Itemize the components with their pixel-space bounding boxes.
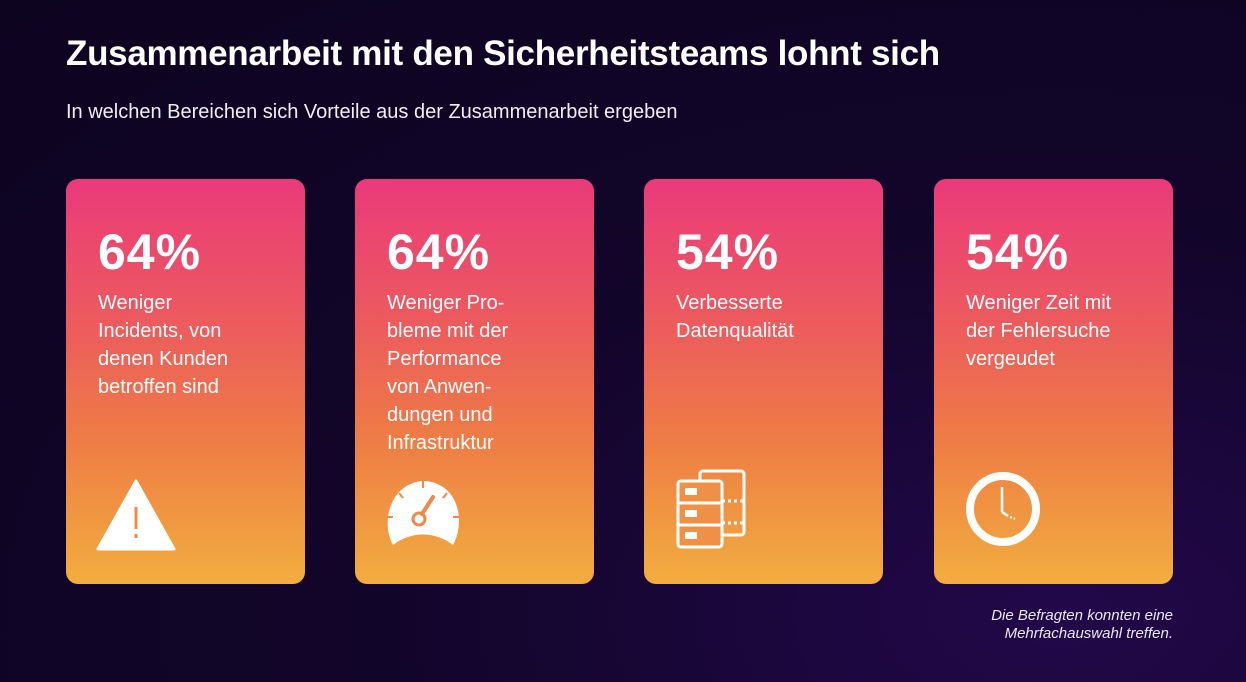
clock-icon bbox=[966, 472, 1040, 546]
speedometer-icon bbox=[387, 481, 459, 545]
desc-line: dungen und bbox=[387, 404, 493, 426]
page-subtitle: In welchen Bereichen sich Vorteile aus d… bbox=[66, 101, 678, 123]
desc-line: Weniger Pro- bbox=[387, 292, 505, 314]
desc-line: bleme mit der bbox=[387, 320, 509, 342]
desc-line: Infrastruktur bbox=[387, 432, 494, 454]
page-title: Zusammenarbeit mit den Sicherheitsteams … bbox=[66, 34, 940, 73]
desc-line: vergeudet bbox=[966, 348, 1055, 370]
desc-line: von Anwen- bbox=[387, 376, 492, 398]
stat-description: Weniger Incidents, von denen Kunden betr… bbox=[98, 289, 288, 401]
database-servers-icon bbox=[676, 469, 746, 549]
desc-line: Weniger Zeit mit bbox=[966, 292, 1112, 314]
stat-description: Verbesserte Datenqualität bbox=[676, 289, 866, 345]
stat-card-troubleshooting-time: 54% Weniger Zeit mit der Fehlersuche ver… bbox=[934, 179, 1173, 584]
footnote: Die Befragten konnten eine Mehrfachauswa… bbox=[991, 607, 1173, 643]
footnote-line: Die Befragten konnten eine bbox=[991, 607, 1173, 624]
desc-line: Incidents, von bbox=[98, 320, 222, 342]
stat-card-data-quality: 54% Verbesserte Datenqualität bbox=[644, 179, 883, 584]
warning-icon bbox=[96, 479, 176, 551]
stat-percent: 54% bbox=[676, 224, 780, 280]
desc-line: betroffen sind bbox=[98, 376, 219, 398]
desc-line: der Fehlersuche bbox=[966, 320, 1111, 342]
stat-card-incidents: 64% Weniger Incidents, von denen Kunden … bbox=[66, 179, 305, 584]
desc-line: denen Kunden bbox=[98, 348, 229, 370]
stat-percent: 54% bbox=[966, 224, 1070, 280]
stat-percent: 64% bbox=[98, 224, 202, 280]
stat-description: Weniger Pro- bleme mit der Performance v… bbox=[387, 289, 577, 457]
stat-percent: 64% bbox=[387, 224, 491, 280]
stat-card-performance: 64% Weniger Pro- bleme mit der Performan… bbox=[355, 179, 594, 584]
footnote-line: Mehrfachauswahl treffen. bbox=[1004, 625, 1173, 642]
desc-line: Verbesserte bbox=[676, 292, 783, 314]
desc-line: Weniger bbox=[98, 292, 173, 314]
desc-line: Performance bbox=[387, 348, 502, 370]
stat-description: Weniger Zeit mit der Fehlersuche vergeud… bbox=[966, 289, 1156, 373]
desc-line: Datenqualität bbox=[676, 320, 794, 342]
